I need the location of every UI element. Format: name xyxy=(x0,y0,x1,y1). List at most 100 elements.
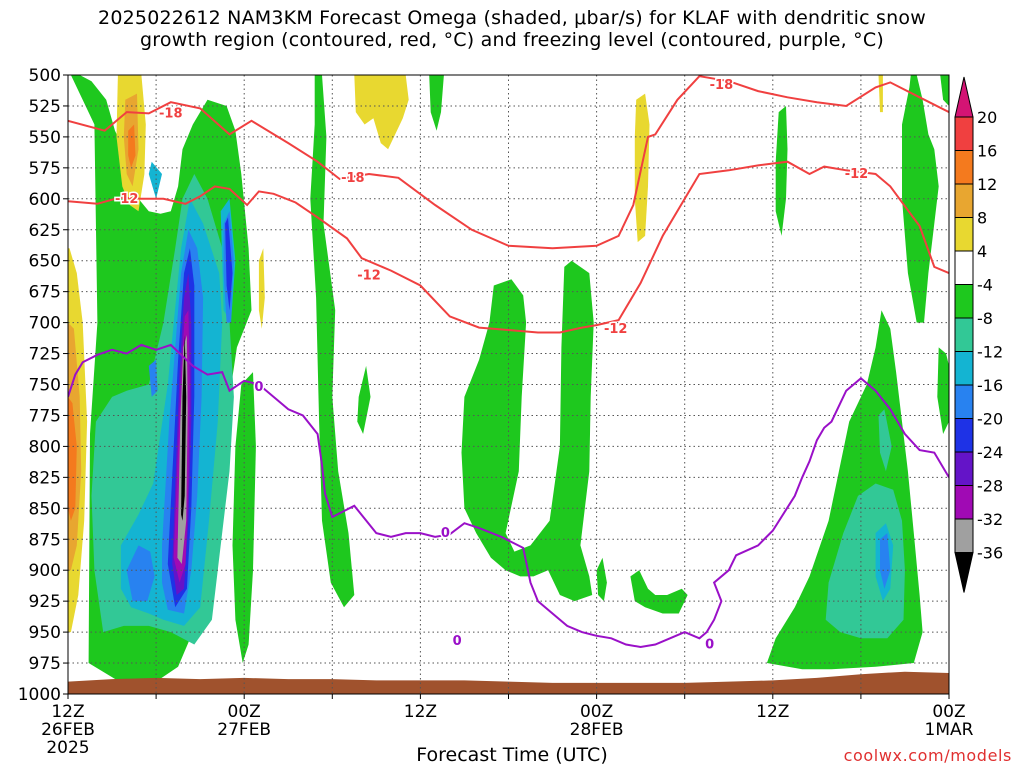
contour-label: 0 xyxy=(705,637,714,652)
omega-region-4-2 xyxy=(258,248,265,329)
y-tick-label: 550 xyxy=(29,128,61,148)
contour-labels: -18 -18 -18 -12 -12 -12 -12 0 0 0 0 xyxy=(113,76,869,654)
y-tick-label: 875 xyxy=(29,530,61,550)
colorbar-top-arrow xyxy=(954,76,974,118)
contour-label: -18 xyxy=(159,106,183,121)
contour-label: 0 xyxy=(254,380,263,395)
colorbar-box xyxy=(954,451,974,486)
chart-title-line-1: 2025022612 NAM3KM Forecast Omega (shaded… xyxy=(98,7,926,29)
y-tick-label: 675 xyxy=(29,283,61,303)
omega-region-neg4-1 xyxy=(232,372,256,663)
chart-title-line-2: growth region (contoured, red, °C) and f… xyxy=(140,29,884,51)
y-tick-label: 500 xyxy=(29,66,61,86)
colorbar-label: 12 xyxy=(977,175,997,194)
colorbar-box xyxy=(954,351,974,386)
x-tick-label: 00Z xyxy=(580,702,613,722)
y-tick-label: 800 xyxy=(29,437,61,457)
colorbar-box xyxy=(954,317,974,352)
omega-region-neg16-4 xyxy=(148,359,158,397)
y-tick-label: 575 xyxy=(29,159,61,179)
x-axis-label: Forecast Time (UTC) xyxy=(416,744,608,766)
dgz-line-neg18 xyxy=(68,75,949,250)
colorbar-box xyxy=(954,284,974,319)
y-tick-label: 825 xyxy=(29,468,61,488)
y-tick-label: 1000 xyxy=(18,685,61,705)
y-tick-label: 900 xyxy=(29,561,61,581)
omega-region-neg20-1 xyxy=(225,217,233,311)
omega-shading xyxy=(68,75,949,694)
contour-label: -12 xyxy=(604,322,628,337)
contour-label: 0 xyxy=(453,634,462,649)
colorbar-label: -16 xyxy=(977,376,1003,395)
y-tick-label: 700 xyxy=(29,314,61,334)
x-tick-label: 00Z xyxy=(932,702,965,722)
gridlines xyxy=(68,75,949,694)
x-tick-label: 12Z xyxy=(404,702,437,722)
colorbar-label: 20 xyxy=(977,108,997,127)
x-tick-label: 28FEB xyxy=(570,720,624,740)
credit-text[interactable]: coolwx.com/models xyxy=(843,746,1012,765)
omega-region-12-1 xyxy=(128,124,136,168)
omega-region-neg4-10 xyxy=(902,75,939,323)
contour-label: -12 xyxy=(845,167,869,182)
y-tick-label: 950 xyxy=(29,623,61,643)
colorbar-label: -4 xyxy=(977,276,993,295)
colorbar-box xyxy=(954,116,974,151)
contour-label: -12 xyxy=(357,269,381,284)
y-tick-label: 625 xyxy=(29,221,61,241)
y-tick-label: 725 xyxy=(29,345,61,365)
x-tick-label: 00Z xyxy=(228,702,261,722)
y-tick-label: 925 xyxy=(29,592,61,612)
colorbar-box xyxy=(954,485,974,520)
x-tick-label: 1MAR xyxy=(925,720,974,740)
y-tick-label: 600 xyxy=(29,190,61,210)
contour-label: -18 xyxy=(710,78,734,93)
omega-region-neg4-7 xyxy=(630,570,688,614)
omega-region-neg16-0 xyxy=(126,545,155,602)
x-tick-label: 12Z xyxy=(756,702,789,722)
y-tick-label: 650 xyxy=(29,252,61,272)
contour-label: 0 xyxy=(441,526,450,541)
colorbar-label: 4 xyxy=(977,242,987,261)
colorbar-box xyxy=(954,518,974,553)
omega-region-neg36-0 xyxy=(181,335,187,521)
x-tick-label: 12Z xyxy=(51,702,84,722)
colorbar-label: 16 xyxy=(977,142,997,161)
omega-region-neg12-2 xyxy=(148,161,162,199)
freezing-level-line xyxy=(68,343,949,649)
contour-label: -12 xyxy=(115,192,139,207)
y-tick-label: 850 xyxy=(29,499,61,519)
omega-region-neg8-1 xyxy=(825,483,905,639)
colorbar-label: -28 xyxy=(977,477,1003,496)
omega-region-neg8-2 xyxy=(878,409,892,472)
omega-region-12-0 xyxy=(68,396,77,521)
omega-region-neg4-12 xyxy=(937,347,949,434)
x-tick-label: 27FEB xyxy=(217,720,271,740)
x-tick-label: 2025 xyxy=(46,738,89,758)
colorbar-box xyxy=(954,183,974,218)
colorbar-label: -32 xyxy=(977,510,1003,529)
x-tick-label: 26FEB xyxy=(41,720,95,740)
omega-region-neg4-5 xyxy=(461,260,594,602)
omega-region-neg16-3 xyxy=(880,533,891,589)
colorbar-label: -12 xyxy=(977,343,1003,362)
colorbar-box xyxy=(954,150,974,185)
contour-lines xyxy=(68,75,949,649)
y-tick-label: 750 xyxy=(29,376,61,396)
colorbar-label: -36 xyxy=(977,544,1003,563)
omega-region-neg4-6 xyxy=(596,557,607,602)
colorbar-label: -20 xyxy=(977,410,1003,429)
y-tick-label: 525 xyxy=(29,97,61,117)
colorbar: 20 16 12 8 4 -4 -8 -12 -16 -20 -24 -28 -32 -36 xyxy=(954,76,1003,593)
omega-region-neg4-11 xyxy=(940,75,949,106)
colorbar-box xyxy=(954,217,974,252)
colorbar-bottom-arrow xyxy=(954,552,974,593)
dgz-line-neg12 xyxy=(68,160,949,334)
colorbar-label: 8 xyxy=(977,209,987,228)
omega-region-4-3 xyxy=(354,75,409,150)
colorbar-box xyxy=(954,250,974,285)
colorbar-box xyxy=(954,418,974,453)
y-axis: 500 525 550 575 600 625 650 675 700 725 750 775 800 8… xyxy=(18,66,68,705)
